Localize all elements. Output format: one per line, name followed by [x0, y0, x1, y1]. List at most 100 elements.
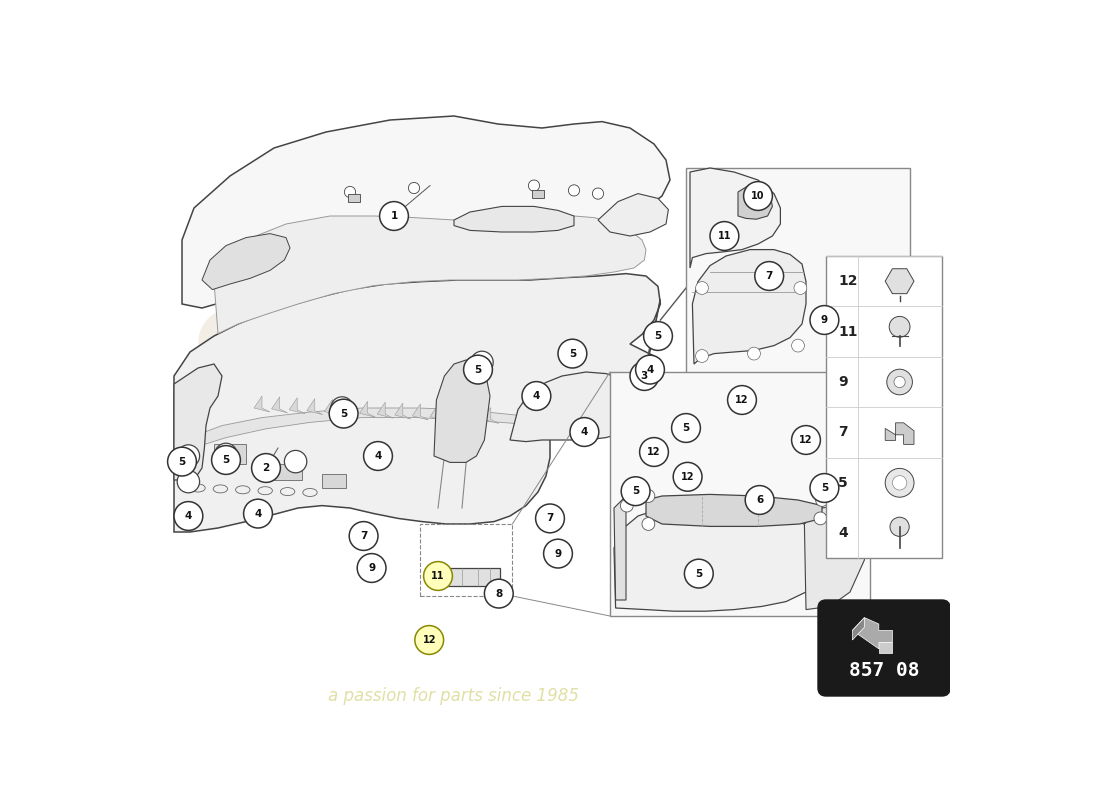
Circle shape	[558, 339, 586, 368]
Polygon shape	[646, 494, 822, 526]
Text: 857 08: 857 08	[849, 661, 920, 680]
FancyBboxPatch shape	[818, 600, 950, 696]
Text: 9: 9	[821, 315, 828, 325]
Text: 9: 9	[554, 549, 562, 558]
Circle shape	[593, 188, 604, 199]
Circle shape	[894, 376, 905, 387]
Circle shape	[695, 282, 708, 294]
Polygon shape	[510, 372, 642, 442]
Text: 3: 3	[641, 371, 648, 381]
Circle shape	[621, 477, 650, 506]
Polygon shape	[377, 402, 393, 418]
Polygon shape	[324, 399, 340, 415]
Circle shape	[471, 351, 493, 374]
Polygon shape	[448, 406, 463, 422]
Text: 4: 4	[185, 511, 192, 521]
Polygon shape	[430, 405, 446, 421]
Circle shape	[174, 502, 202, 530]
Circle shape	[889, 316, 910, 337]
Text: 4: 4	[532, 391, 540, 401]
Circle shape	[252, 454, 280, 482]
Text: 12: 12	[681, 472, 694, 482]
Text: 7: 7	[360, 531, 367, 541]
Bar	[434, 568, 500, 586]
Text: 5: 5	[682, 423, 690, 433]
Text: 8: 8	[495, 589, 503, 598]
Text: 4: 4	[647, 365, 653, 374]
Circle shape	[744, 182, 772, 210]
Circle shape	[639, 438, 669, 466]
Text: 11: 11	[838, 325, 858, 338]
Circle shape	[810, 306, 839, 334]
Bar	[214, 444, 246, 464]
Polygon shape	[483, 407, 498, 423]
Polygon shape	[690, 168, 780, 268]
Bar	[420, 524, 513, 596]
Circle shape	[177, 445, 199, 467]
Circle shape	[745, 486, 774, 514]
Text: 4: 4	[581, 427, 589, 437]
Text: 5: 5	[695, 569, 703, 578]
Circle shape	[814, 512, 827, 525]
Circle shape	[408, 182, 419, 194]
Circle shape	[890, 517, 910, 536]
Circle shape	[630, 362, 659, 390]
Circle shape	[484, 579, 514, 608]
Polygon shape	[465, 406, 481, 422]
Circle shape	[794, 282, 806, 294]
Circle shape	[358, 554, 386, 582]
Polygon shape	[412, 404, 428, 420]
Text: 12: 12	[735, 395, 749, 405]
Circle shape	[684, 559, 713, 588]
Text: 2: 2	[263, 463, 270, 473]
Circle shape	[331, 397, 353, 419]
Circle shape	[755, 262, 783, 290]
Polygon shape	[174, 364, 222, 480]
Circle shape	[792, 426, 821, 454]
Polygon shape	[307, 398, 322, 414]
Text: 5: 5	[632, 486, 639, 496]
Polygon shape	[342, 400, 358, 416]
Text: arts: arts	[300, 386, 512, 478]
Circle shape	[748, 347, 760, 360]
Circle shape	[792, 339, 804, 352]
Circle shape	[673, 462, 702, 491]
Polygon shape	[886, 269, 914, 294]
Polygon shape	[804, 504, 868, 610]
Circle shape	[892, 475, 906, 490]
Text: 11: 11	[431, 571, 444, 581]
Polygon shape	[360, 402, 375, 418]
Circle shape	[344, 186, 355, 198]
Polygon shape	[879, 642, 892, 653]
Circle shape	[672, 414, 701, 442]
Text: 5: 5	[222, 455, 230, 465]
Polygon shape	[738, 186, 772, 219]
Bar	[531, 190, 544, 198]
Circle shape	[815, 494, 828, 506]
Circle shape	[636, 355, 664, 384]
Text: 12: 12	[800, 435, 813, 445]
Text: 5: 5	[654, 331, 661, 341]
Bar	[322, 474, 346, 488]
Circle shape	[642, 490, 654, 502]
Circle shape	[710, 222, 739, 250]
Circle shape	[364, 442, 393, 470]
Circle shape	[694, 568, 707, 581]
Circle shape	[424, 562, 452, 590]
Text: 5: 5	[474, 365, 482, 374]
Circle shape	[528, 180, 540, 191]
Circle shape	[695, 350, 708, 362]
Polygon shape	[598, 194, 669, 236]
Text: 11: 11	[717, 231, 732, 241]
Text: a passion for parts since 1985: a passion for parts since 1985	[329, 687, 580, 705]
Polygon shape	[852, 618, 892, 649]
Polygon shape	[174, 274, 662, 532]
Text: 12: 12	[422, 635, 436, 645]
Circle shape	[620, 499, 634, 512]
Circle shape	[560, 342, 583, 365]
Circle shape	[887, 369, 912, 394]
Circle shape	[463, 355, 493, 384]
Circle shape	[569, 185, 580, 196]
Text: 6: 6	[756, 495, 763, 505]
Polygon shape	[886, 422, 914, 444]
